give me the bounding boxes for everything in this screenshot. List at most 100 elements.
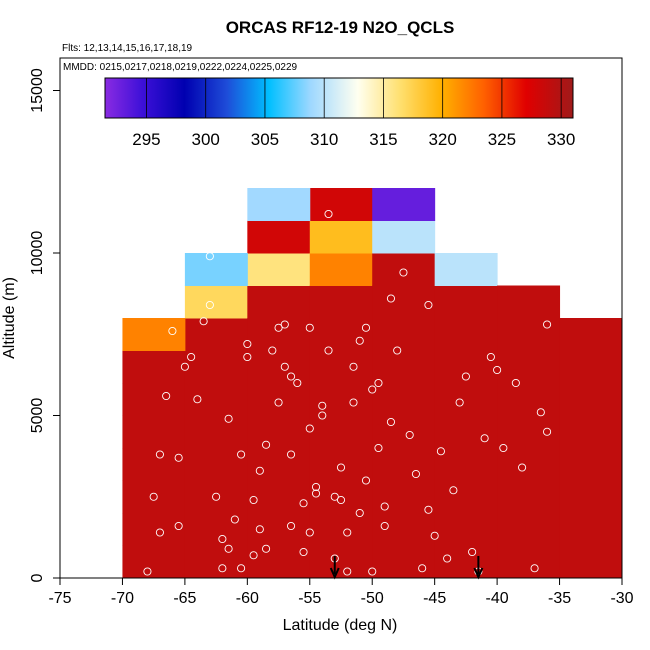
heatmap-cell: [434, 513, 498, 546]
heatmap-cell: [247, 220, 311, 254]
data-points: [143, 209, 552, 576]
heatmap-cell: [372, 448, 436, 481]
heatmap-cell: [309, 545, 373, 578]
heatmap-cell: [122, 448, 186, 481]
data-point: [480, 434, 489, 443]
flights-text: Flts: 12,13,14,15,16,17,18,19: [62, 43, 193, 54]
heatmap-cell: [309, 220, 373, 254]
data-point: [424, 505, 433, 514]
data-point: [237, 450, 246, 459]
data-point: [368, 385, 377, 394]
data-point: [149, 492, 158, 501]
heatmap-cell: [372, 415, 436, 449]
data-point: [336, 463, 346, 472]
heatmap-cell: [559, 545, 622, 578]
heatmap-cell: [372, 513, 436, 546]
data-point: [399, 268, 408, 277]
data-point: [493, 365, 502, 375]
data-point: [212, 492, 221, 501]
data-point: [205, 252, 214, 261]
data-point: [243, 352, 252, 362]
heatmap-cell: [184, 513, 248, 546]
data-point: [286, 450, 296, 459]
data-point: [255, 466, 264, 475]
arrows: [329, 556, 484, 580]
data-point: [461, 372, 470, 381]
data-point: [468, 547, 477, 557]
y-tick-label: 15000: [29, 68, 46, 113]
heatmap-cell: [247, 545, 311, 578]
data-point: [205, 300, 214, 310]
data-point: [305, 323, 314, 332]
heatmap-cell: [497, 480, 561, 514]
heatmap-cell: [122, 480, 186, 514]
y-axis-label: Altitude (m): [1, 277, 18, 359]
data-point: [499, 443, 508, 453]
x-tick-label: -65: [173, 590, 196, 607]
data-point: [324, 346, 333, 355]
heatmap-cell: [309, 285, 373, 319]
data-point: [380, 502, 389, 511]
data-point: [299, 499, 308, 508]
x-tick-label: -60: [236, 590, 259, 607]
heatmap-cell: [559, 480, 622, 514]
heatmap-cell: [497, 513, 561, 546]
y-tick-label: 0: [29, 573, 46, 582]
data-point: [243, 339, 252, 349]
heatmap-cell: [372, 285, 436, 319]
data-point: [343, 567, 352, 576]
data-point: [280, 320, 289, 329]
heatmap-cell: [247, 188, 311, 221]
heatmap-cell: [497, 350, 561, 384]
colorbar-tick-label: 325: [488, 130, 516, 149]
heatmap-cell: [184, 253, 248, 286]
x-axis-ticks: -75 -70 -65 -60 -55 -50 -45 -40 -35 -30: [48, 578, 634, 607]
data-point: [511, 378, 520, 388]
heatmap-cell: [372, 188, 436, 221]
heatmap-cell: [309, 350, 373, 384]
heatmap-cell: [184, 318, 248, 351]
data-point: [361, 323, 371, 332]
data-point: [393, 346, 402, 355]
x-tick-label: -30: [610, 590, 633, 607]
data-point: [536, 408, 545, 417]
heatmap-cell: [247, 513, 311, 546]
data-point: [380, 521, 389, 531]
colorbar: [104, 77, 574, 119]
data-point: [155, 450, 164, 459]
heatmap-cell: [309, 415, 373, 449]
data-point: [436, 447, 445, 456]
y-tick-label: 5000: [29, 398, 46, 434]
data-point: [224, 414, 233, 423]
data-point: [155, 528, 164, 537]
data-point: [274, 398, 283, 407]
data-point: [343, 528, 352, 537]
heatmap-cell: [559, 448, 622, 481]
heatmap-cell: [122, 513, 186, 546]
data-point: [318, 411, 327, 420]
data-point: [230, 515, 239, 524]
heatmap-cell: [497, 318, 561, 351]
data-point: [224, 544, 233, 553]
heatmap-cell: [247, 415, 311, 449]
data-point: [218, 534, 227, 544]
data-point: [274, 323, 283, 332]
heatmap-cell: [184, 383, 248, 416]
data-point: [174, 453, 183, 462]
heatmap-cell: [184, 480, 248, 514]
chart-title: ORCAS RF12-19 N2O_QCLS: [226, 18, 455, 37]
data-point: [237, 564, 246, 573]
heatmap-cell: [309, 513, 373, 546]
heatmap-cell: [122, 545, 186, 578]
heatmap-cell: [434, 545, 498, 578]
data-point: [174, 521, 183, 531]
data-point: [199, 317, 208, 326]
heatmap-cells: [122, 188, 622, 578]
data-point: [430, 531, 439, 540]
data-point: [262, 440, 271, 449]
data-point: [374, 378, 383, 388]
heatmap-cell: [372, 383, 436, 416]
data-point: [543, 320, 552, 329]
data-point: [218, 564, 227, 573]
colorbar-tick-label: 295: [132, 130, 160, 149]
